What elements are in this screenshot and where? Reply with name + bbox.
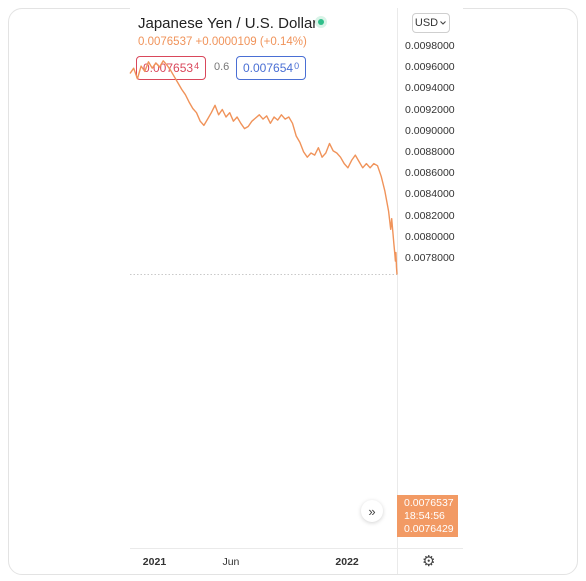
y-tick-label: 0.0088000 [405, 146, 455, 158]
settings-button[interactable]: ⚙ [422, 552, 435, 570]
double-chevron-right-icon: » [368, 503, 376, 519]
y-tick-label: 0.0090000 [405, 124, 455, 137]
current-price-secondary: 0.0076429 [404, 523, 454, 535]
currency-label: USD [414, 17, 439, 29]
gear-icon: ⚙ [422, 553, 436, 570]
chevron-down-icon [440, 21, 446, 25]
y-tick-label: 0.0098000 [405, 40, 455, 52]
x-tick-label: Jun [222, 556, 240, 568]
y-tick-label: 0.0094000 [405, 82, 455, 95]
y-tick-label: 0.0078000 [405, 252, 455, 264]
symbol-title: Japanese Yen / U.S. Dollar [138, 15, 318, 32]
ask-price: 0.007654 [243, 61, 294, 75]
time-scale-divider [130, 548, 463, 549]
chart-pane[interactable] [130, 8, 463, 574]
currency-selector[interactable]: USD [412, 13, 450, 33]
scroll-to-realtime-button[interactable]: » [361, 500, 383, 522]
live-status-dot-icon [315, 16, 327, 28]
bid-button[interactable]: 0.007653 4 [136, 56, 207, 80]
spread-value: 0.6 [214, 61, 230, 73]
bid-price-small: 4 [194, 61, 200, 71]
x-tick-label: 2022 [335, 556, 359, 568]
ask-price-small: 0 [294, 61, 300, 71]
price-series-line [129, 60, 398, 275]
y-tick-label: 0.0084000 [405, 188, 455, 201]
y-tick-label: 0.0092000 [405, 103, 455, 116]
y-tick-label: 0.0086000 [405, 167, 455, 180]
x-tick-label: 2021 [142, 556, 167, 568]
price-scale-divider [397, 8, 398, 574]
price-change: 0.0076537 +0.0000109 (+0.14%) [138, 36, 307, 48]
y-tick-label: 0.0082000 [405, 209, 455, 222]
current-price: 0.0076537 [404, 497, 454, 509]
current-price-label: 0.0076537 18:54:56 0.0076429 [397, 495, 458, 537]
y-tick-label: 0.0080000 [405, 230, 455, 243]
ask-button[interactable]: 0.007654 0 [236, 56, 307, 80]
y-tick-label: 0.0096000 [405, 61, 455, 74]
bar-countdown: 18:54:56 [404, 510, 445, 522]
